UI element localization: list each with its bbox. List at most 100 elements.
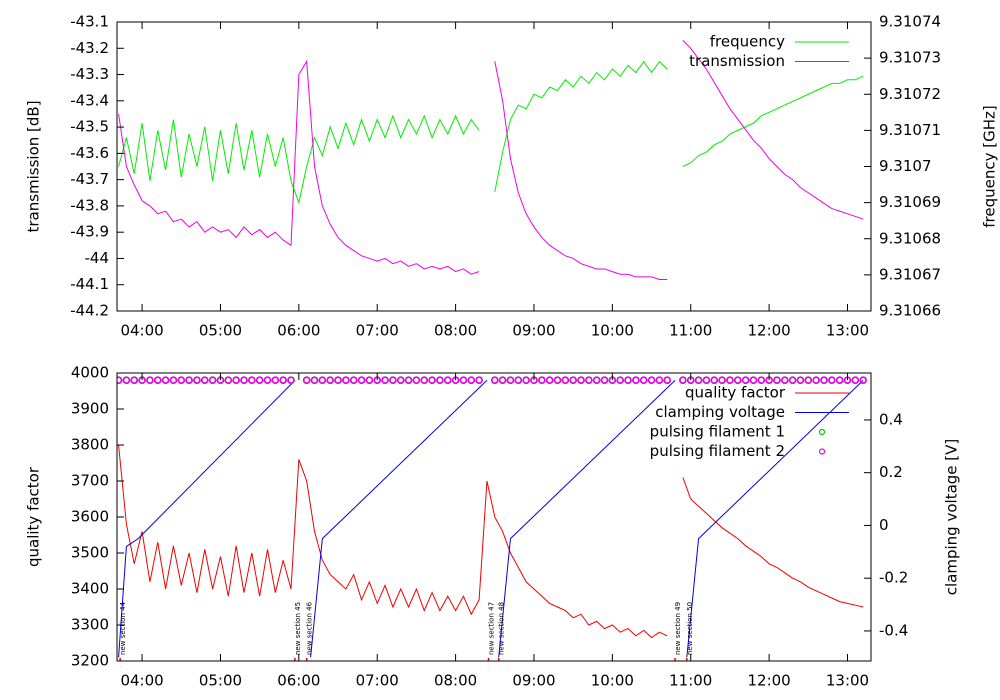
data-point: [585, 376, 593, 385]
plot-frame: [116, 21, 872, 312]
y2-tick-label: -0.2: [879, 569, 908, 587]
data-point: [718, 376, 726, 385]
y-axis-title: quality factor: [25, 466, 43, 567]
data-point: [780, 376, 789, 385]
y2-axis-title: frequency [GHz]: [981, 105, 999, 227]
data-point: [349, 376, 358, 385]
x-tick-label: 04:00: [120, 672, 163, 690]
data-point: [146, 376, 154, 385]
data-point: [334, 376, 342, 385]
data-point: [428, 376, 436, 385]
x-tick-label: 05:00: [199, 322, 242, 340]
data-point: [514, 376, 523, 385]
data-point: [177, 376, 186, 385]
plot-area: [118, 40, 864, 280]
data-point: [506, 376, 515, 385]
x-tick-label: 07:00: [356, 672, 399, 690]
data-point: [726, 376, 734, 385]
y2-tick-label: 0.4: [879, 410, 903, 428]
x-tick-label: 10:00: [591, 322, 634, 340]
y-tick-label: -44.1: [70, 275, 109, 293]
y-axis-title: transmission [dB]: [25, 100, 43, 232]
data-point: [396, 376, 405, 385]
x-tick-label: 12:00: [747, 322, 790, 340]
data-point: [616, 376, 624, 385]
y-tick-label: -43.6: [70, 144, 109, 162]
data-point: [639, 376, 648, 385]
legend-label: clamping voltage: [655, 403, 785, 421]
data-point: [592, 376, 601, 385]
data-point: [404, 376, 413, 385]
data-point: [694, 376, 703, 385]
data-point: [255, 376, 264, 385]
y-tick-label: -43.8: [70, 196, 109, 214]
annotation: new section 49: [674, 602, 682, 655]
annotation: new section 45: [294, 602, 302, 655]
x-tick-label: 13:00: [826, 672, 869, 690]
data-point: [436, 376, 444, 385]
data-point: [538, 376, 546, 385]
data-point: [161, 376, 170, 385]
data-point: [185, 376, 193, 385]
data-point: [600, 376, 609, 385]
y-tick-label: -43.5: [70, 118, 109, 136]
y-tick-label: 3900: [71, 400, 109, 418]
data-point: [326, 376, 334, 385]
y2-tick-label: 9.31074: [879, 13, 941, 31]
x-tick-label: 11:00: [669, 672, 712, 690]
data-point: [741, 376, 750, 385]
y-tick-label: -44: [85, 249, 110, 267]
y-tick-label: 3200: [71, 652, 109, 670]
data-point: [624, 376, 632, 385]
data-point: [655, 376, 664, 385]
y2-tick-label: 9.31072: [879, 85, 941, 103]
y-tick-label: 3800: [71, 436, 109, 454]
legend-marker: [818, 448, 826, 455]
legend-label: pulsing filament 2: [650, 442, 785, 460]
data-point: [545, 376, 554, 385]
data-point: [381, 376, 389, 385]
data-point: [271, 376, 280, 385]
data-point: [193, 376, 201, 385]
data-point: [820, 376, 828, 385]
x-tick-label: 10:00: [591, 672, 634, 690]
data-point: [459, 376, 468, 385]
x-tick-label: 04:00: [120, 322, 163, 340]
data-point: [122, 376, 131, 385]
data-point: [232, 376, 240, 385]
y-tick-label: 3600: [71, 508, 109, 526]
y2-tick-label: 9.3107: [879, 157, 932, 175]
data-point: [553, 376, 562, 385]
data-line: [118, 40, 864, 280]
x-tick-label: 07:00: [356, 322, 399, 340]
data-point: [130, 376, 139, 385]
data-point: [153, 376, 162, 385]
y2-axis-title: clamping voltage [V]: [943, 439, 961, 595]
data-point: [632, 376, 640, 385]
data-point: [561, 376, 570, 385]
annotation: new section 46: [306, 601, 314, 655]
data-point: [357, 376, 366, 385]
data-point: [679, 376, 687, 385]
data-point: [577, 376, 585, 385]
data-point: [522, 376, 530, 385]
x-tick-label: 08:00: [434, 322, 477, 340]
y-tick-label: -43.1: [70, 13, 109, 31]
annotation: new section 50: [686, 602, 694, 655]
data-point: [475, 376, 483, 385]
y-tick-label: -43.4: [70, 91, 109, 109]
data-point: [287, 376, 295, 385]
annotation: new section 44: [119, 601, 127, 655]
data-point: [569, 376, 577, 385]
data-point: [420, 376, 429, 385]
data-point: [773, 376, 781, 385]
y-tick-label: -44.2: [70, 302, 109, 320]
y-tick-label: 4000: [71, 364, 109, 382]
y-tick-label: -43.2: [70, 39, 109, 57]
x-tick-label: 09:00: [512, 672, 555, 690]
y-tick-label: 3700: [71, 472, 109, 490]
x-tick-label: 11:00: [669, 322, 712, 340]
legend-marker: [818, 428, 826, 436]
data-point: [733, 376, 742, 385]
